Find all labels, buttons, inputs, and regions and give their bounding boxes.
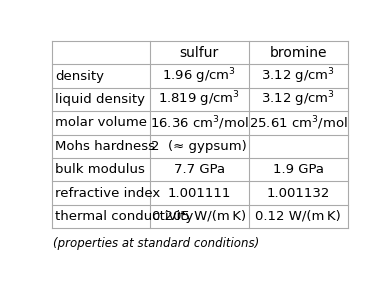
Text: refractive index: refractive index xyxy=(55,186,161,200)
Text: 3.12 g/cm$^3$: 3.12 g/cm$^3$ xyxy=(261,66,335,86)
Text: Mohs hardness: Mohs hardness xyxy=(55,140,155,153)
Text: bulk modulus: bulk modulus xyxy=(55,163,145,176)
Text: 0.205 W/(m K): 0.205 W/(m K) xyxy=(152,210,246,223)
Text: 1.001132: 1.001132 xyxy=(267,186,330,200)
Text: 2  (≈ gypsum): 2 (≈ gypsum) xyxy=(151,140,247,153)
Text: bromine: bromine xyxy=(269,46,327,59)
Text: 3.12 g/cm$^3$: 3.12 g/cm$^3$ xyxy=(261,90,335,109)
Text: thermal conductivity: thermal conductivity xyxy=(55,210,194,223)
Text: 1.9 GPa: 1.9 GPa xyxy=(273,163,324,176)
Text: 7.7 GPa: 7.7 GPa xyxy=(174,163,225,176)
Text: 1.001111: 1.001111 xyxy=(167,186,231,200)
Text: 25.61 cm$^3$/mol: 25.61 cm$^3$/mol xyxy=(249,114,348,132)
Text: molar volume: molar volume xyxy=(55,116,147,129)
Text: sulfur: sulfur xyxy=(179,46,219,59)
Text: 0.12 W/(m K): 0.12 W/(m K) xyxy=(255,210,341,223)
Text: density: density xyxy=(55,69,105,83)
Text: (properties at standard conditions): (properties at standard conditions) xyxy=(53,237,259,250)
Text: 16.36 cm$^3$/mol: 16.36 cm$^3$/mol xyxy=(150,114,248,132)
Text: liquid density: liquid density xyxy=(55,93,145,106)
Text: 1.96 g/cm$^3$: 1.96 g/cm$^3$ xyxy=(162,66,236,86)
Text: 1.819 g/cm$^3$: 1.819 g/cm$^3$ xyxy=(158,90,240,109)
